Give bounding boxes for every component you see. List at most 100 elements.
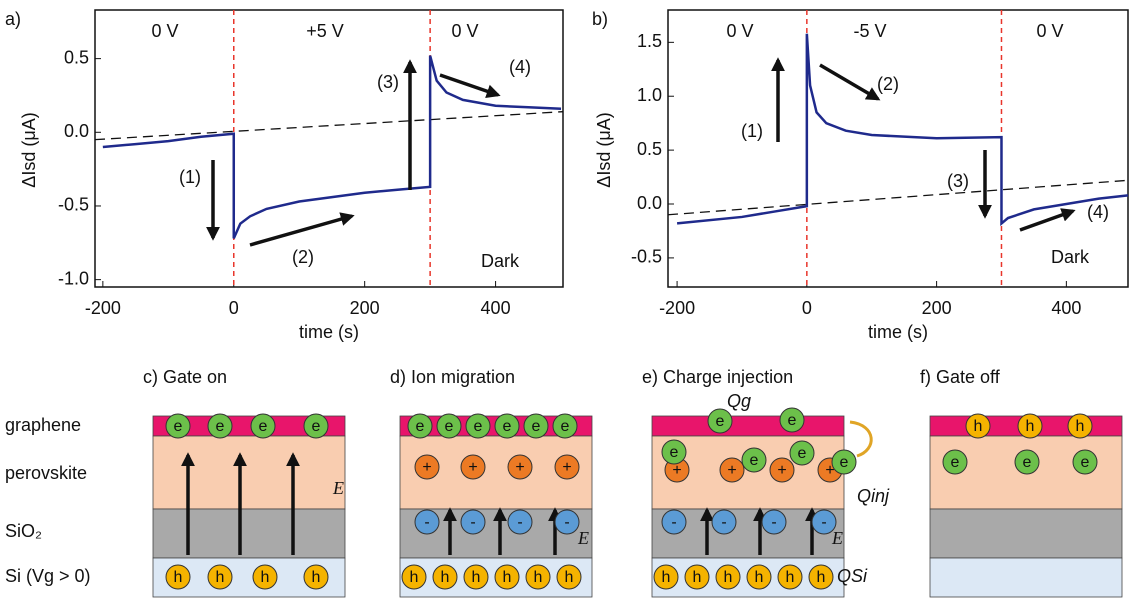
annotation: (1) [179, 167, 201, 187]
particle [741, 447, 767, 473]
particle [1072, 449, 1098, 475]
particle [707, 408, 733, 434]
y-tick-label: 0.0 [64, 121, 89, 141]
particle-label: - [470, 514, 475, 531]
field-label: E⃗ [831, 528, 857, 548]
particle-label: e [532, 418, 541, 435]
panel-label: a) [5, 9, 21, 29]
particle-label: h [410, 569, 419, 586]
layer [929, 557, 1123, 598]
particle [965, 413, 991, 439]
annotation: 0 V [151, 21, 178, 41]
particle [552, 413, 578, 439]
particle [407, 413, 433, 439]
particle [554, 454, 580, 480]
annotation: (1) [741, 121, 763, 141]
particle-label: e [788, 412, 797, 429]
annotation: (3) [377, 72, 399, 92]
particle [1014, 449, 1040, 475]
layer-label: graphene [5, 415, 81, 435]
baseline [94, 111, 564, 141]
charge-label: QSi [837, 566, 868, 586]
baseline [667, 179, 1129, 216]
arrow [1019, 208, 1076, 232]
particle-label: - [821, 514, 826, 531]
particle-label: e [174, 418, 183, 435]
y-tick-label: 0.5 [64, 47, 89, 67]
particle-label: h [1026, 418, 1035, 435]
particle-label: e [798, 445, 807, 462]
particle-label: e [416, 418, 425, 435]
charge-label: Qg [727, 391, 751, 411]
particle-label: - [564, 514, 569, 531]
particle-label: e [840, 454, 849, 471]
particle [811, 509, 837, 535]
particle-label: e [1023, 454, 1032, 471]
particle-label: h [786, 569, 795, 586]
particle [769, 457, 795, 483]
particle [942, 449, 968, 475]
particle [165, 564, 191, 590]
particle [831, 449, 857, 475]
particle-label: + [468, 459, 477, 476]
particle-label: - [771, 514, 776, 531]
annotation: Dark [1051, 247, 1090, 267]
particle [460, 454, 486, 480]
y-tick-label: 0.5 [637, 139, 662, 159]
particle [777, 564, 803, 590]
particle-label: h [662, 569, 671, 586]
injection-arrow [849, 420, 873, 458]
y-tick-label: -0.5 [58, 195, 89, 215]
particle-label: - [424, 514, 429, 531]
field-label: E⃗ [332, 478, 358, 498]
layer-label: Si (Vg > 0) [5, 566, 91, 586]
particle [554, 509, 580, 535]
particle [523, 413, 549, 439]
plot-frame [667, 9, 1129, 288]
particle [432, 564, 458, 590]
particle [525, 564, 551, 590]
particle [653, 564, 679, 590]
particle [414, 454, 440, 480]
particle-label: + [777, 462, 786, 479]
particle [711, 509, 737, 535]
x-tick-label: 200 [350, 298, 380, 318]
plot-frame [94, 9, 564, 288]
particle-label: - [671, 514, 676, 531]
y-tick-label: -1.0 [58, 268, 89, 288]
particle [507, 454, 533, 480]
layer-label: SiO₂ [5, 521, 42, 541]
particle-label: + [515, 459, 524, 476]
panel-title: f) Gate off [920, 367, 1001, 387]
particle-label: h [261, 569, 270, 586]
particle [436, 413, 462, 439]
particle-label: h [565, 569, 574, 586]
layer-label: perovskite [5, 463, 87, 483]
x-tick-label: 0 [229, 298, 239, 318]
particle [661, 509, 687, 535]
particle-label: + [727, 462, 736, 479]
annotation: (4) [509, 57, 531, 77]
particle-label: e [312, 418, 321, 435]
particle [463, 564, 489, 590]
particle-label: + [562, 459, 571, 476]
particle [507, 509, 533, 535]
x-tick-label: 400 [481, 298, 511, 318]
particle-label: h [974, 418, 983, 435]
x-tick-label: 0 [802, 298, 812, 318]
particle [414, 509, 440, 535]
particle-label: h [534, 569, 543, 586]
y-axis-label: ΔIsd (μA) [594, 112, 614, 187]
annotation: (2) [877, 74, 899, 94]
y-axis-label: ΔIsd (μA) [19, 112, 39, 187]
x-axis-label: time (s) [299, 322, 359, 342]
particle [779, 407, 805, 433]
particle [494, 564, 520, 590]
particle [460, 509, 486, 535]
particle-label: e [716, 413, 725, 430]
layer [152, 508, 346, 559]
particle [303, 564, 329, 590]
x-tick-label: -200 [659, 298, 695, 318]
annotation: 0 V [451, 21, 478, 41]
